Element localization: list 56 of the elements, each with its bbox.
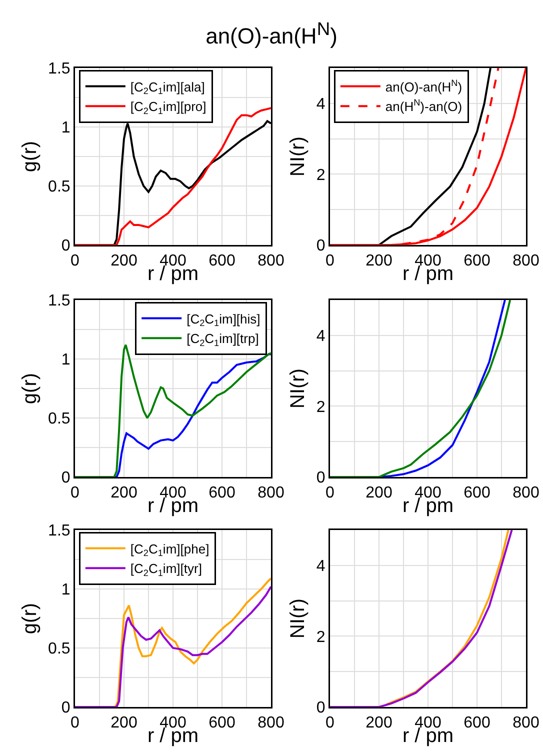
y-tick-label: 2 — [316, 628, 326, 646]
y-tick-label: 1.5 — [48, 60, 70, 78]
y-tick-label: 4 — [316, 328, 326, 345]
x-tick-label: 600 — [208, 252, 236, 270]
y-tick-label: 0 — [61, 238, 70, 255]
y-tick-label: 0 — [316, 470, 326, 487]
y-tick-label: 2 — [316, 398, 326, 416]
x-tick-label: 600 — [464, 714, 490, 732]
y-tick-label: 0.5 — [48, 640, 70, 658]
legend-label: an(O)-an(H$^{N}$) — [385, 78, 462, 94]
x-tick-label: 200 — [366, 714, 392, 732]
y-axis-title: NI(r) — [287, 368, 310, 408]
legend-label: [C$_{2}$C$_{1}$im][ala] — [130, 79, 205, 96]
x-tick-label: 200 — [110, 252, 138, 270]
y-tick-label: 0.5 — [48, 178, 70, 196]
legend-label: [C$_{2}$C$_{1}$im][tyr] — [130, 561, 202, 578]
x-tick-label: 800 — [512, 484, 540, 502]
y-axis-title: g(r) — [18, 140, 41, 172]
y-tick-label: 4 — [316, 558, 326, 575]
y-tick-label: 1 — [61, 352, 70, 369]
chart-title: an(O)-an(H$^{N}$) — [204, 18, 338, 50]
x-tick-label: 200 — [366, 484, 392, 502]
x-tick-label: 600 — [208, 714, 236, 732]
y-axis-title: NI(r) — [287, 598, 310, 638]
x-tick-label: 800 — [258, 484, 284, 502]
x-tick-label: 600 — [208, 484, 236, 502]
x-tick-label: 800 — [258, 252, 284, 270]
legend-label: [C$_{2}$C$_{1}$im][pro] — [130, 99, 206, 116]
x-tick-label: 600 — [464, 484, 490, 502]
x-tick-label: 800 — [258, 714, 284, 732]
x-tick-label: 600 — [464, 252, 490, 270]
y-tick-label: 0 — [61, 700, 70, 717]
y-axis-title: g(r) — [18, 602, 41, 634]
x-tick-label: 800 — [512, 714, 540, 732]
y-tick-label: 0 — [316, 238, 326, 255]
y-axis-title: g(r) — [18, 372, 41, 404]
y-tick-label: 1.5 — [48, 522, 70, 540]
y-tick-label: 1 — [61, 120, 70, 137]
x-tick-label: 800 — [512, 252, 540, 270]
y-axis-title: NI(r) — [287, 136, 310, 176]
y-tick-label: 0 — [61, 470, 70, 487]
x-tick-label: 200 — [110, 714, 138, 732]
y-tick-label: 0.5 — [48, 410, 70, 428]
legend-label: [C$_{2}$C$_{1}$im][his] — [186, 311, 260, 328]
line-series — [330, 530, 513, 707]
x-tick-label: 200 — [110, 484, 138, 502]
line-series — [385, 530, 510, 706]
x-tick-label: 200 — [366, 252, 392, 270]
legend-label: an(H$^{N}$)-an(O) — [385, 98, 462, 114]
legend-label: [C$_{2}$C$_{1}$im][trp] — [186, 331, 259, 348]
y-tick-label: 4 — [316, 96, 326, 113]
y-tick-label: 1 — [61, 582, 70, 599]
y-tick-label: 1.5 — [48, 292, 70, 310]
y-tick-label: 2 — [316, 166, 326, 184]
y-tick-label: 0 — [316, 700, 326, 717]
legend-label: [C$_{2}$C$_{1}$im][phe] — [130, 541, 210, 558]
